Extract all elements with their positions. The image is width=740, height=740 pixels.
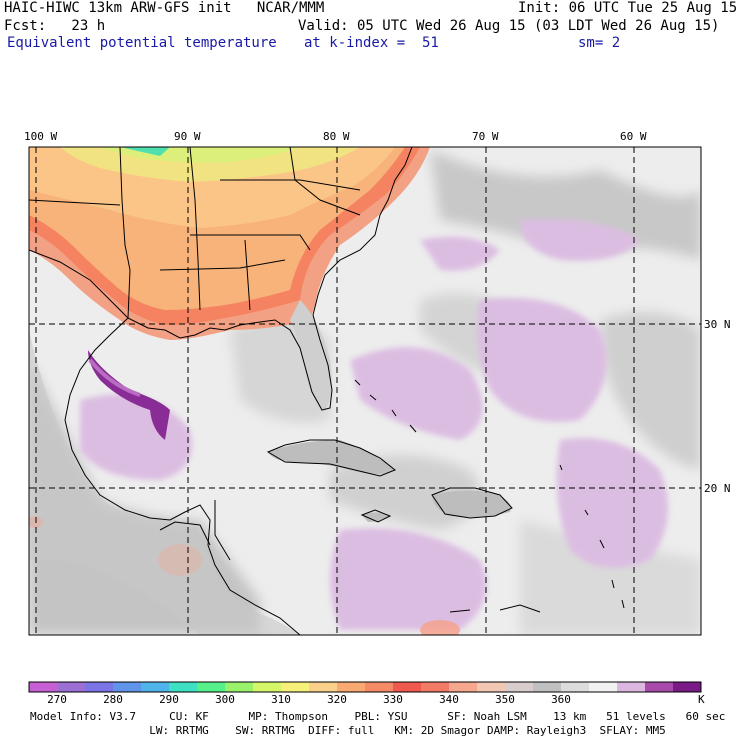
model-info-line1: Model Info: V3.7 CU: KF MP: Thompson PBL… [30, 710, 726, 723]
lon-label-100w: 100 W [24, 130, 58, 143]
lon-label-80w: 80 W [323, 130, 350, 143]
colorbar-tick-label: 310 [271, 693, 291, 706]
coastlines [29, 147, 625, 635]
colorbar-tick-label: 350 [495, 693, 515, 706]
colorbar-swatch [85, 682, 114, 692]
lon-label-90w: 90 W [174, 130, 201, 143]
lon-label-60w: 60 W [620, 130, 647, 143]
colorbar-swatch [365, 682, 394, 692]
colorbar-swatch [617, 682, 646, 692]
colorbar-swatch [477, 682, 506, 692]
lat-label-20n: 20 N [704, 482, 731, 495]
mexico-land [29, 330, 300, 635]
hispaniola-land [432, 490, 511, 518]
k-index: at k-index = 51 [304, 35, 439, 51]
colorbar-swatch [449, 682, 478, 692]
colorbar-swatch [225, 682, 254, 692]
purple-streak [88, 350, 170, 440]
colorbar-swatch [281, 682, 310, 692]
colorbar-tick-label: 360 [551, 693, 571, 706]
forecast-hour: Fcst: 23 h [4, 18, 106, 34]
colorbar-swatch [57, 682, 86, 692]
colorbar-swatch [253, 682, 282, 692]
colorbar-swatch [533, 682, 562, 692]
colorbar-swatch [393, 682, 422, 692]
colorbar-tick-label: 270 [47, 693, 67, 706]
colorbar-tick-label: 330 [383, 693, 403, 706]
lon-label-70w: 70 W [472, 130, 499, 143]
colorbar-swatch [169, 682, 198, 692]
colorbar-swatch [673, 682, 702, 692]
model-title: HAIC-HIWC 13km ARW-GFS init NCAR/MMM [4, 0, 325, 16]
colorbar-swatch [505, 682, 534, 692]
colorbar-swatch [141, 682, 170, 692]
colorbar-tick-label: 280 [103, 693, 123, 706]
lat-lon-grid [29, 147, 701, 635]
init-time: Init: 06 UTC Tue 25 Aug 15 [518, 0, 738, 16]
colorbar-swatch [337, 682, 366, 692]
colorbar-swatch [561, 682, 590, 692]
colorbar-tick-label: 320 [327, 693, 347, 706]
colorbar-unit: K [698, 693, 705, 706]
colorbar-swatch [645, 682, 674, 692]
lat-label-30n: 30 N [704, 318, 731, 331]
colorbar-swatch [421, 682, 450, 692]
cuba-land [268, 440, 395, 474]
colorbar-swatch [589, 682, 618, 692]
valid-time: Valid: 05 UTC Wed 26 Aug 15 (03 LDT Wed … [298, 18, 720, 34]
colorbar-swatch [113, 682, 142, 692]
colorbar-swatch [309, 682, 338, 692]
map-frame [28, 146, 702, 636]
model-info-line2: LW: RRTMG SW: RRTMG DIFF: full KM: 2D Sm… [30, 724, 666, 737]
colorbar-tick-label: 300 [215, 693, 235, 706]
lavender-field [80, 219, 668, 630]
colorbar-swatch [197, 682, 226, 692]
colorbar [28, 681, 702, 693]
field-name: Equivalent potential temperature [7, 35, 277, 51]
smoothing: sm= 2 [578, 35, 621, 51]
colorbar-tick-label: 340 [439, 693, 459, 706]
colorbar-tick-label: 290 [159, 693, 179, 706]
colorbar-swatch [29, 682, 58, 692]
